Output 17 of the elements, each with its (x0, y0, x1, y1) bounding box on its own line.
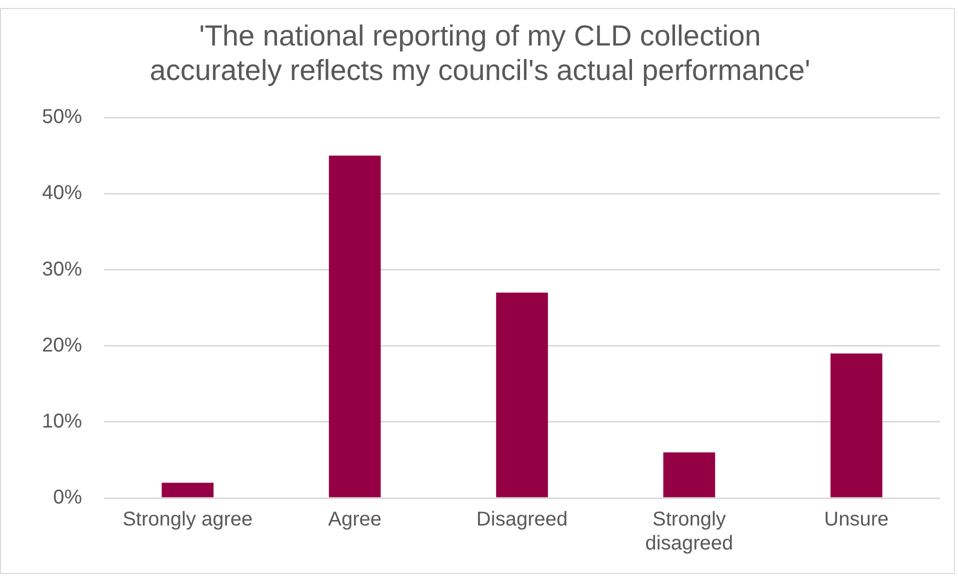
x-tick-label: Agree (328, 508, 382, 531)
y-tick-label: 20% (42, 334, 82, 356)
y-tick-label: 50% (42, 106, 82, 128)
x-tick-label: Strongly disagreed (645, 508, 734, 555)
bar (162, 482, 214, 498)
y-tick-label: 30% (42, 258, 82, 280)
bar (328, 156, 381, 498)
chart-title: 'The national reporting of my CLD collection accurately reflects my council's actual performance' (150, 20, 810, 88)
bar (663, 452, 716, 498)
x-tick-label: Disagreed (476, 508, 568, 531)
x-tick-label: Unsure (824, 508, 889, 531)
y-tick-label: 0% (53, 486, 82, 509)
y-tick-label: 10% (42, 410, 82, 432)
bar (496, 292, 548, 498)
x-tick-label: Strongly agree (122, 508, 253, 531)
y-tick-label: 40% (42, 182, 82, 204)
bar (830, 353, 882, 498)
